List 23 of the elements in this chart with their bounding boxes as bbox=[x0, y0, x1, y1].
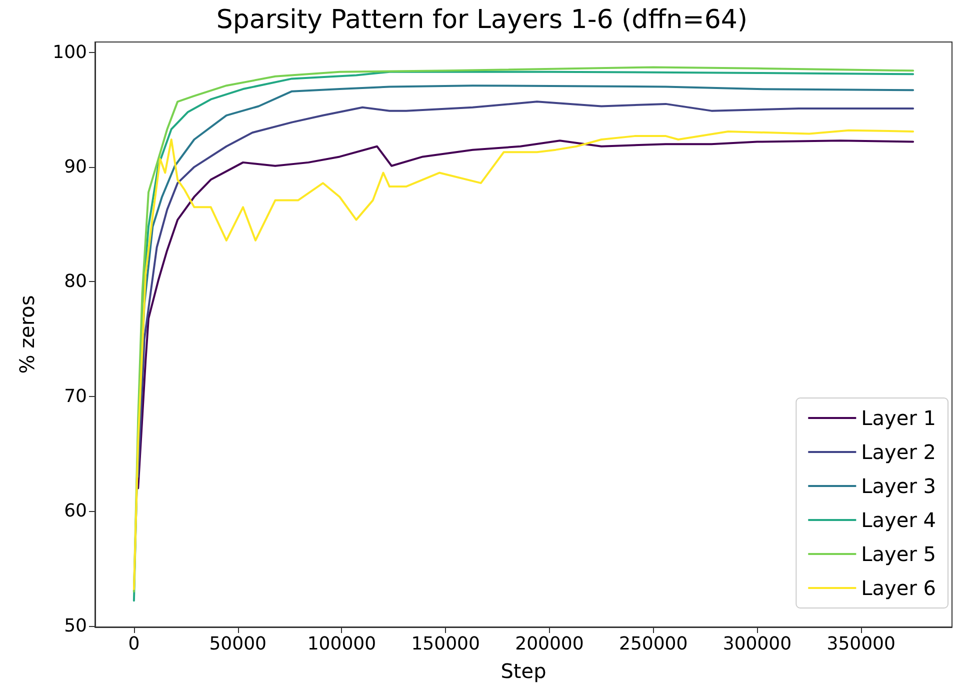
legend-label: Layer 6 bbox=[861, 576, 936, 600]
x-tick-label: 50000 bbox=[209, 634, 266, 654]
legend-label: Layer 4 bbox=[861, 508, 936, 532]
y-tick-label: 70 bbox=[64, 386, 87, 407]
x-tick-label: 350000 bbox=[826, 634, 896, 654]
x-tick-label: 200000 bbox=[515, 634, 584, 654]
y-tick-label: 90 bbox=[64, 156, 87, 178]
legend-label: Layer 2 bbox=[861, 440, 936, 464]
x-axis-title: Step bbox=[500, 659, 546, 683]
y-tick-label: 80 bbox=[64, 271, 87, 292]
x-tick-label: 150000 bbox=[411, 634, 480, 654]
x-tick-label: 300000 bbox=[722, 634, 792, 654]
legend-label: Layer 5 bbox=[861, 542, 936, 566]
legend-label: Layer 1 bbox=[861, 406, 936, 430]
x-tick-label: 250000 bbox=[618, 634, 688, 654]
y-tick-label: 60 bbox=[64, 500, 87, 522]
chart-title: Sparsity Pattern for Layers 1-6 (dffn=64) bbox=[216, 5, 748, 35]
x-tick-label: 100000 bbox=[307, 634, 376, 654]
legend-label: Layer 3 bbox=[861, 474, 936, 498]
y-tick-label: 50 bbox=[64, 615, 87, 636]
y-axis-title: % zeros bbox=[15, 295, 39, 374]
y-tick-label: 100 bbox=[52, 42, 87, 63]
x-tick-label: 0 bbox=[128, 634, 140, 654]
